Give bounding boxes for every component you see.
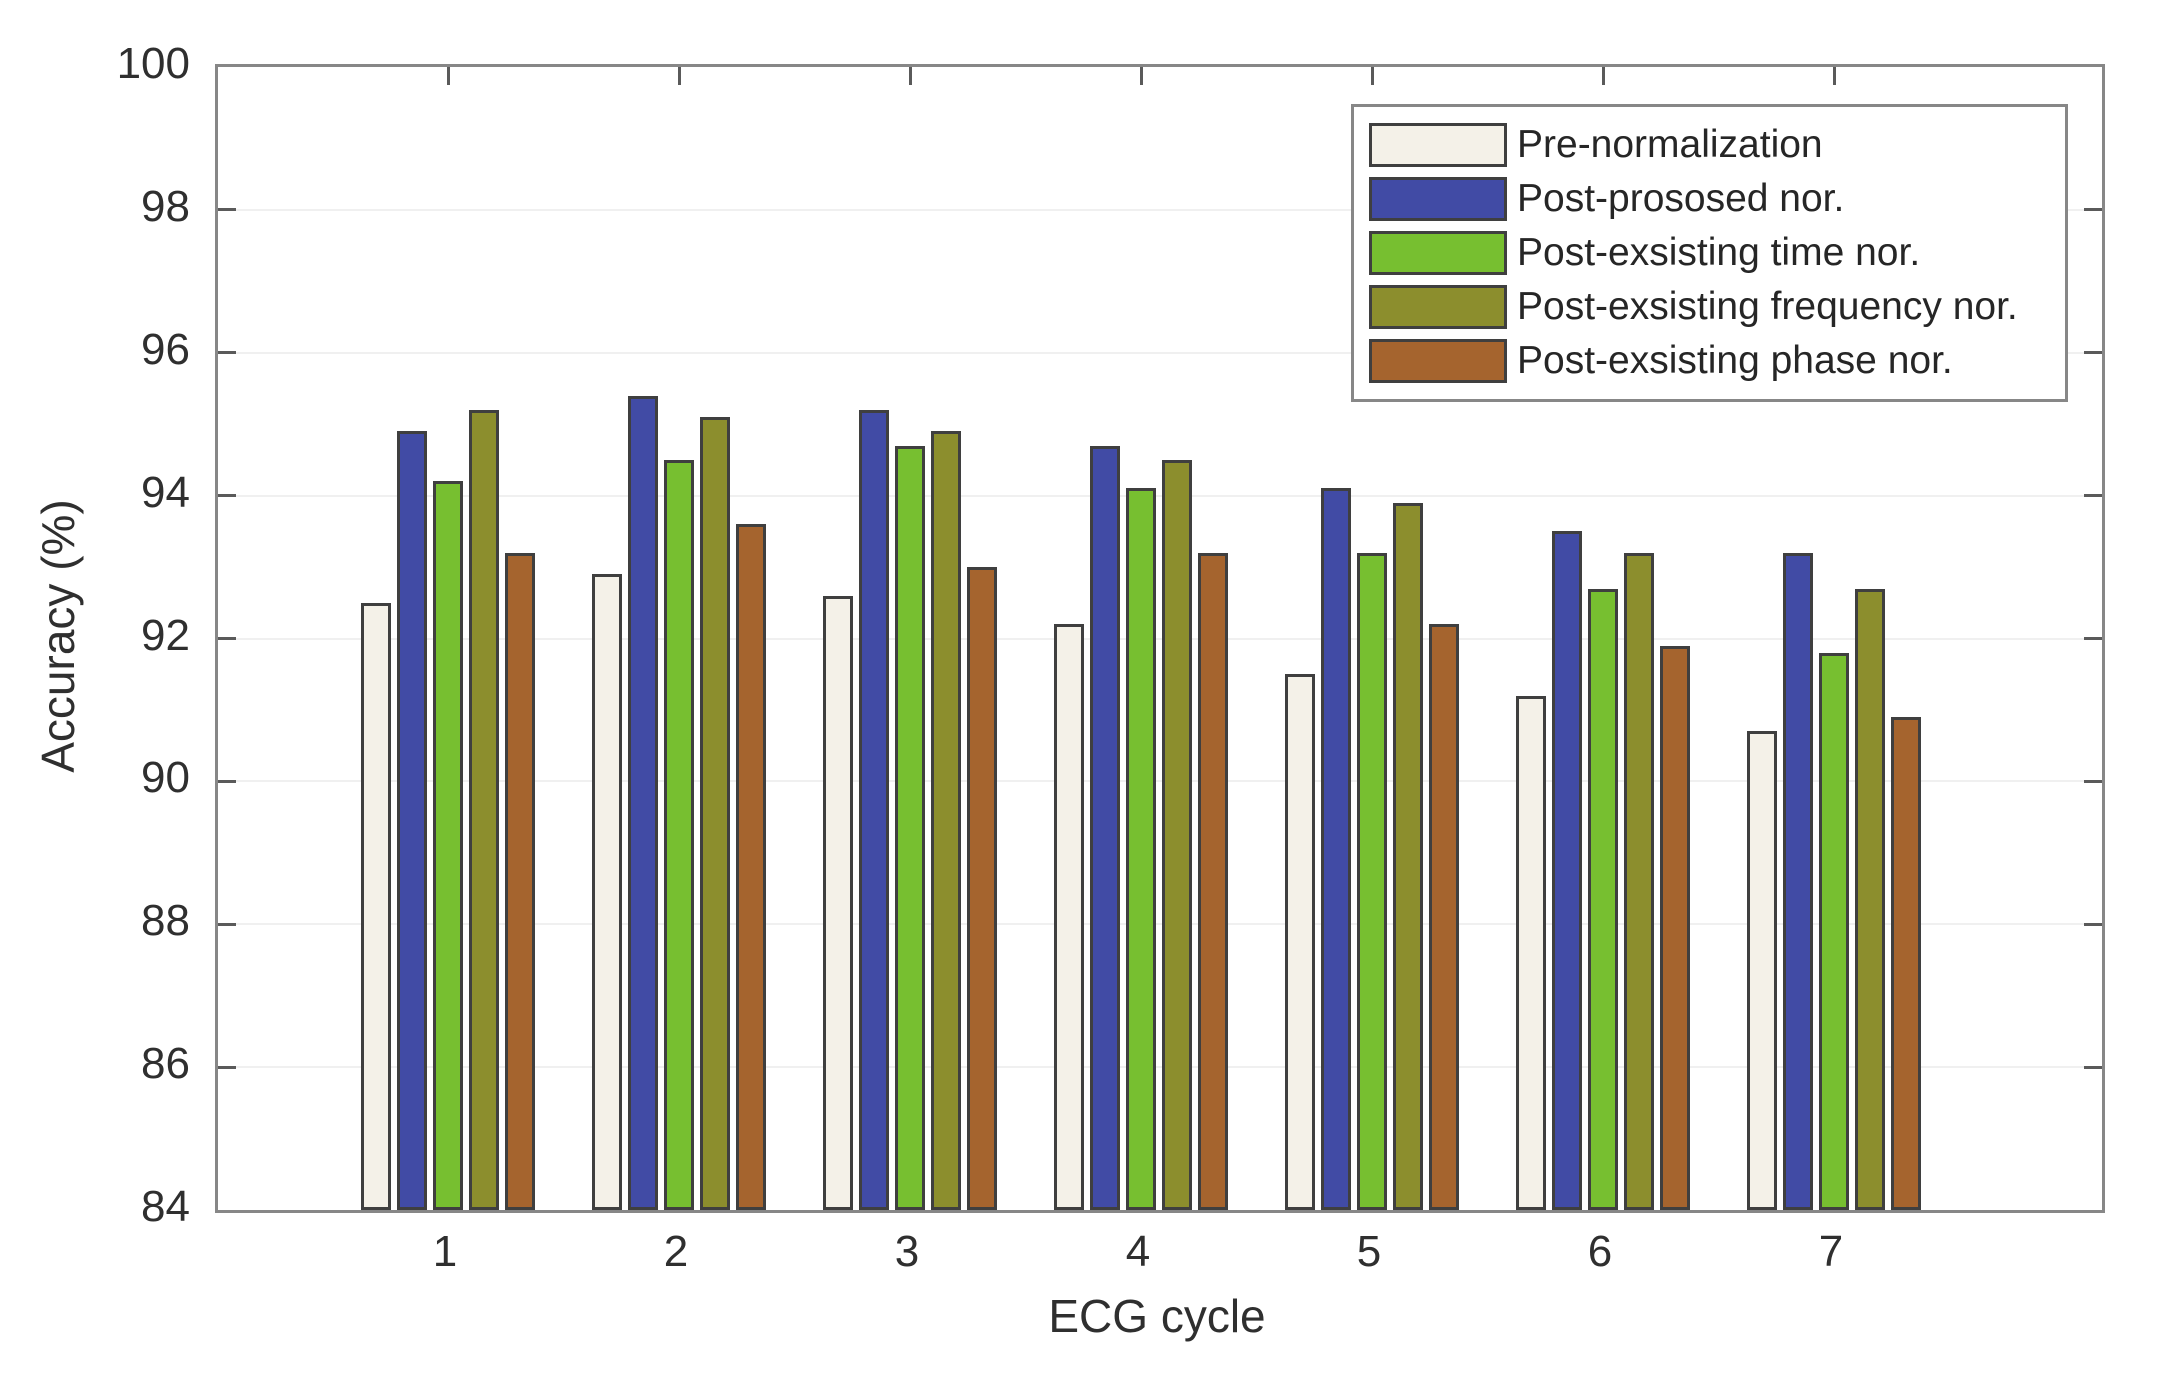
ytick-right-92 bbox=[2084, 637, 2102, 640]
bar-post-exsisting-frequency-nor--cycle-3 bbox=[931, 431, 961, 1210]
gridline-y96 bbox=[218, 351, 2102, 354]
bar-post-exsisting-frequency-nor--cycle-2 bbox=[700, 417, 730, 1210]
xtick-top-5 bbox=[1370, 67, 1374, 85]
ytick-left-86 bbox=[218, 1065, 236, 1069]
ytick-left-90 bbox=[218, 779, 236, 783]
ytick-right-96 bbox=[2084, 351, 2102, 355]
bar-post-exsisting-phase-nor--cycle-3 bbox=[967, 567, 997, 1210]
x-axis-tick-label: 3 bbox=[894, 1227, 920, 1276]
bar-post-exsisting-time-nor--cycle-7 bbox=[1819, 652, 1849, 1210]
ytick-right-98 bbox=[2084, 208, 2102, 212]
legend-item-label: Pre-normalization bbox=[1517, 123, 1823, 166]
xtick-top-4 bbox=[1139, 67, 1143, 85]
ytick-left-88 bbox=[218, 922, 236, 926]
gridline-y92 bbox=[218, 637, 2102, 640]
ytick-left-98 bbox=[218, 208, 236, 212]
gridline-y94 bbox=[218, 494, 2102, 497]
ytick-left-94 bbox=[218, 494, 236, 498]
bar-post-exsisting-time-nor--cycle-3 bbox=[895, 445, 925, 1210]
bar-post-exsisting-frequency-nor--cycle-1 bbox=[469, 409, 499, 1210]
legend-swatch-icon bbox=[1369, 339, 1507, 383]
bar-post-prososed-nor--cycle-1 bbox=[397, 431, 427, 1210]
legend-item-label: Post-exsisting phase nor. bbox=[1517, 339, 1953, 382]
bar-pre-normalization-cycle-1 bbox=[361, 602, 391, 1210]
legend-item-label: Post-exsisting time nor. bbox=[1517, 231, 1921, 274]
bar-post-exsisting-time-nor--cycle-1 bbox=[433, 481, 463, 1210]
legend-item-4: Post-exsisting frequency nor. bbox=[1369, 282, 2055, 332]
bar-post-exsisting-phase-nor--cycle-4 bbox=[1198, 552, 1228, 1210]
y-axis-tick-label: 94 bbox=[141, 467, 190, 517]
gridline-y88 bbox=[218, 923, 2102, 926]
bar-post-prososed-nor--cycle-7 bbox=[1783, 552, 1813, 1210]
y-axis-tick-label: 96 bbox=[141, 324, 190, 374]
legend-item-3: Post-exsisting time nor. bbox=[1369, 228, 2055, 278]
gridline-y98 bbox=[218, 208, 2102, 211]
x-axis-title: ECG cycle bbox=[1048, 1290, 1266, 1342]
bar-post-prososed-nor--cycle-2 bbox=[628, 395, 658, 1210]
x-axis-tick-label: 6 bbox=[1587, 1227, 1613, 1276]
legend-item-5: Post-exsisting phase nor. bbox=[1369, 336, 2055, 386]
y-axis-tick-label: 88 bbox=[141, 896, 190, 946]
bar-post-prososed-nor--cycle-3 bbox=[859, 409, 889, 1210]
gridline-y90 bbox=[218, 780, 2102, 783]
bar-post-exsisting-phase-nor--cycle-7 bbox=[1891, 717, 1921, 1210]
x-axis-tick-label: 5 bbox=[1356, 1227, 1382, 1276]
xtick-top-1 bbox=[446, 67, 450, 85]
bar-post-exsisting-phase-nor--cycle-6 bbox=[1660, 645, 1690, 1210]
bar-post-exsisting-time-nor--cycle-4 bbox=[1126, 488, 1156, 1210]
legend-swatch-icon bbox=[1369, 177, 1507, 221]
bar-post-prososed-nor--cycle-5 bbox=[1321, 488, 1351, 1210]
y-axis-tick-label: 84 bbox=[141, 1182, 190, 1231]
legend-swatch-icon bbox=[1369, 123, 1507, 167]
bar-post-exsisting-time-nor--cycle-5 bbox=[1357, 552, 1387, 1210]
bar-pre-normalization-cycle-5 bbox=[1285, 674, 1315, 1210]
bar-post-exsisting-phase-nor--cycle-5 bbox=[1429, 624, 1459, 1210]
x-axis-tick-label: 7 bbox=[1818, 1227, 1844, 1276]
ytick-right-90 bbox=[2084, 779, 2102, 783]
legend-item-label: Post-prososed nor. bbox=[1517, 177, 1845, 220]
xtick-top-6 bbox=[1601, 67, 1605, 85]
y-axis-tick-label: 90 bbox=[141, 753, 190, 803]
legend-swatch-icon bbox=[1369, 231, 1507, 275]
bar-post-exsisting-frequency-nor--cycle-4 bbox=[1162, 459, 1192, 1210]
ytick-right-88 bbox=[2084, 922, 2102, 926]
x-axis-tick-label: 1 bbox=[432, 1227, 458, 1276]
bar-pre-normalization-cycle-7 bbox=[1747, 731, 1777, 1210]
xtick-top-2 bbox=[677, 67, 681, 85]
y-axis-tick-label: 86 bbox=[141, 1039, 190, 1089]
bar-post-prososed-nor--cycle-4 bbox=[1090, 445, 1120, 1210]
bar-post-exsisting-time-nor--cycle-6 bbox=[1588, 588, 1618, 1210]
ytick-left-92 bbox=[218, 637, 236, 640]
bar-pre-normalization-cycle-3 bbox=[823, 595, 853, 1210]
y-axis-tick-label: 92 bbox=[141, 610, 190, 660]
bar-pre-normalization-cycle-4 bbox=[1054, 624, 1084, 1210]
bar-post-exsisting-frequency-nor--cycle-6 bbox=[1624, 552, 1654, 1210]
y-axis-tick-label: 98 bbox=[141, 181, 190, 231]
bar-pre-normalization-cycle-6 bbox=[1516, 695, 1546, 1210]
legend-swatch-icon bbox=[1369, 285, 1507, 329]
ytick-right-94 bbox=[2084, 494, 2102, 498]
ytick-right-86 bbox=[2084, 1065, 2102, 1069]
legend-item-label: Post-exsisting frequency nor. bbox=[1517, 285, 2018, 328]
bar-post-exsisting-frequency-nor--cycle-7 bbox=[1855, 588, 1885, 1210]
bar-post-exsisting-frequency-nor--cycle-5 bbox=[1393, 502, 1423, 1210]
bar-post-prososed-nor--cycle-6 bbox=[1552, 531, 1582, 1210]
legend: Pre-normalization Post-prososed nor. Post-… bbox=[1351, 104, 2068, 402]
gridline-y86 bbox=[218, 1066, 2102, 1069]
ytick-left-96 bbox=[218, 351, 236, 355]
bar-pre-normalization-cycle-2 bbox=[592, 574, 622, 1210]
legend-item-2: Post-prososed nor. bbox=[1369, 174, 2055, 224]
legend-item-1: Pre-normalization bbox=[1369, 120, 2055, 170]
xtick-top-3 bbox=[908, 67, 912, 85]
bar-post-exsisting-phase-nor--cycle-1 bbox=[505, 552, 535, 1210]
y-axis-tick-label: 100 bbox=[116, 39, 190, 88]
x-axis-tick-label: 4 bbox=[1125, 1227, 1151, 1276]
plot-area: Pre-normalization Post-prososed nor. Post-… bbox=[215, 64, 2105, 1213]
x-axis-tick-label: 2 bbox=[663, 1227, 689, 1276]
xtick-top-7 bbox=[1832, 67, 1836, 85]
bar-post-exsisting-time-nor--cycle-2 bbox=[664, 459, 694, 1210]
bar-post-exsisting-phase-nor--cycle-2 bbox=[736, 524, 766, 1210]
